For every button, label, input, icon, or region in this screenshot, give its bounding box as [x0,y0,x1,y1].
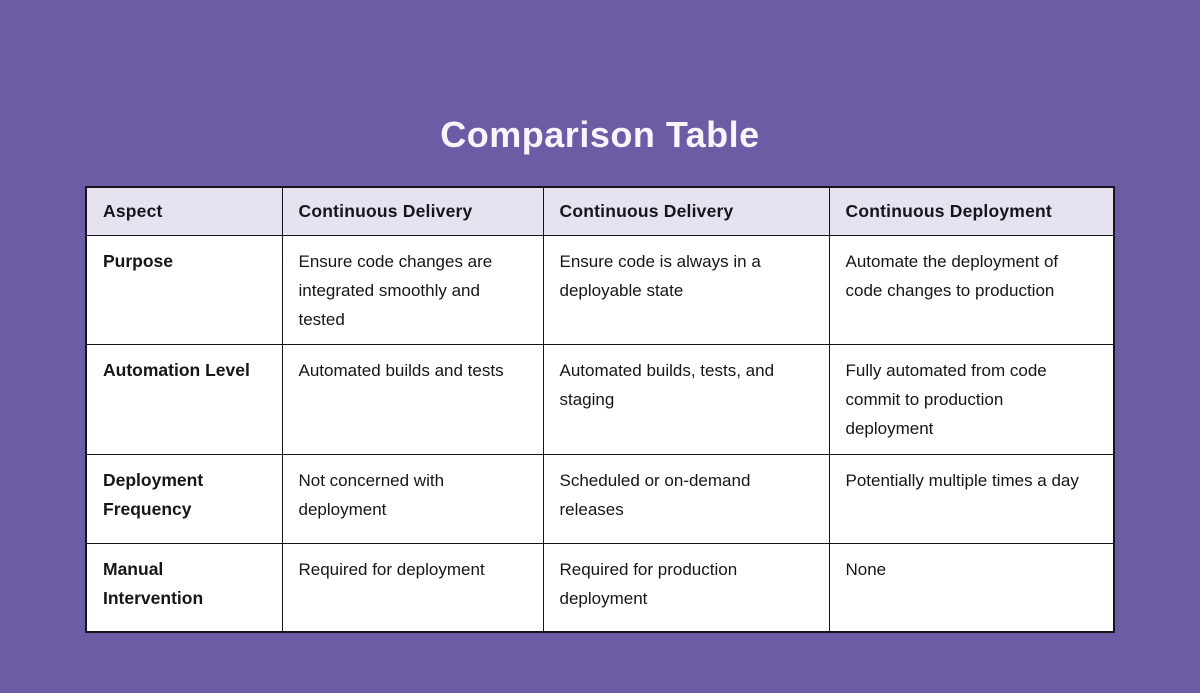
table-cell: Required for production deployment [542,543,830,632]
table-header-row: Aspect Continuous Delivery Continuous De… [85,186,1115,236]
table-cell: None [828,543,1115,632]
table-cell: Not concerned with deployment [281,454,544,544]
table-row-automation-level: Automation Level Automated builds and te… [85,344,1115,455]
table-row-manual-intervention: Manual Intervention Required for deploym… [85,543,1115,632]
table-cell: Potentially multiple times a day [828,454,1115,544]
row-header-purpose: Purpose [85,235,283,345]
page-title: Comparison Table [440,114,760,156]
comparison-table: Aspect Continuous Delivery Continuous De… [85,186,1115,633]
row-header-automation-level: Automation Level [85,344,283,455]
column-header-aspect: Aspect [85,186,283,236]
column-header-continuous-delivery-1: Continuous Delivery [281,186,544,236]
table-cell: Ensure code changes are integrated smoot… [281,235,544,345]
table-cell: Automated builds, tests, and staging [542,344,830,455]
table-cell: Required for deployment [281,543,544,632]
table-cell: Automate the deployment of code changes … [828,235,1115,345]
column-header-continuous-delivery-2: Continuous Delivery [542,186,830,236]
table-cell: Ensure code is always in a deployable st… [542,235,830,345]
table-cell: Scheduled or on-demand releases [542,454,830,544]
table-cell: Fully automated from code commit to prod… [828,344,1115,455]
table-row-purpose: Purpose Ensure code changes are integrat… [85,235,1115,345]
table-row-deployment-frequency: Deployment Frequency Not concerned with … [85,454,1115,544]
table-cell: Automated builds and tests [281,344,544,455]
row-header-deployment-frequency: Deployment Frequency [85,454,283,544]
column-header-continuous-deployment: Continuous Deployment [828,186,1115,236]
row-header-manual-intervention: Manual Intervention [85,543,283,632]
